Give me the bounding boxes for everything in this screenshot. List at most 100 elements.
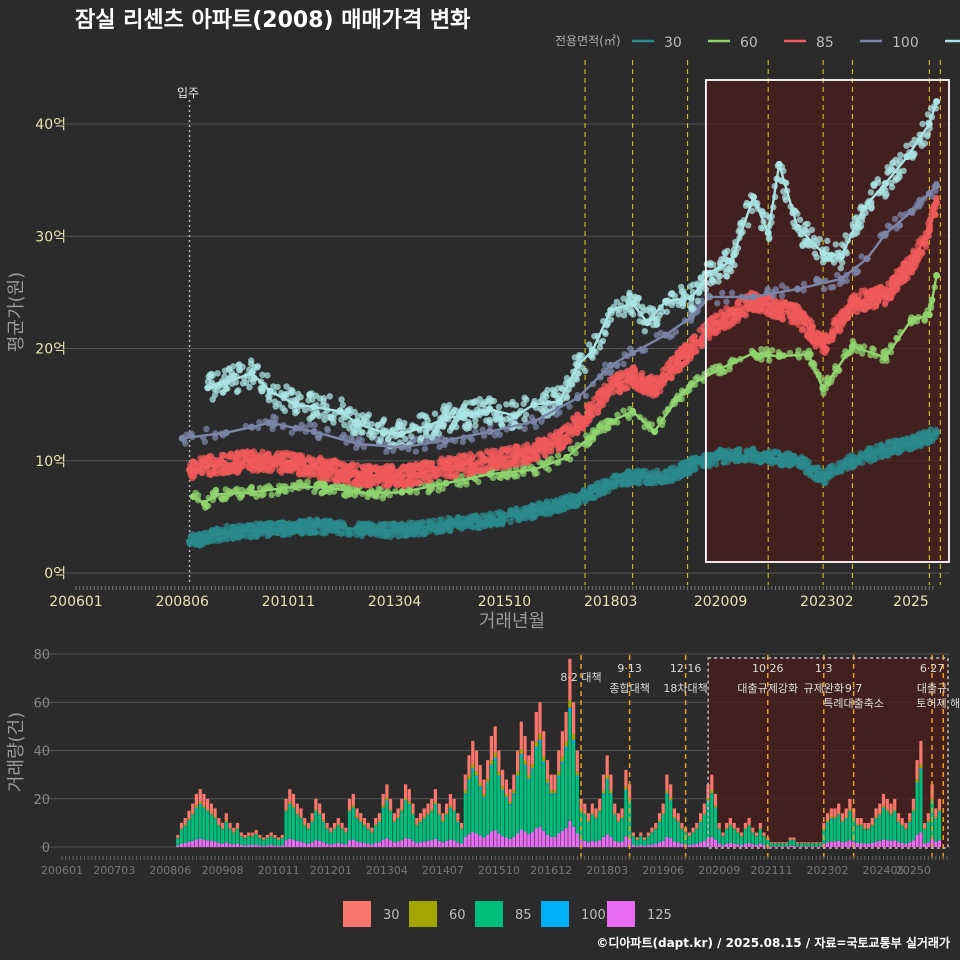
price-point-125 xyxy=(884,169,891,176)
price-point-85 xyxy=(220,451,227,459)
price-y-tick: 40억 xyxy=(35,117,66,133)
price-point-30 xyxy=(643,479,651,486)
price-point-125 xyxy=(832,241,839,248)
price-point-30 xyxy=(683,468,690,476)
price-marker-60 xyxy=(881,354,889,361)
price-point-30 xyxy=(601,488,608,496)
price-marker-100 xyxy=(750,293,757,301)
price-marker-85 xyxy=(442,464,450,471)
price-marker-100 xyxy=(292,424,300,432)
price-point-100 xyxy=(620,360,627,368)
price-marker-125 xyxy=(468,411,475,419)
price-point-85 xyxy=(705,334,713,342)
price-point-60 xyxy=(457,481,464,489)
price-marker-125 xyxy=(859,204,867,212)
price-point-125 xyxy=(484,397,492,404)
price-marker-125 xyxy=(266,387,274,395)
price-point-125 xyxy=(233,388,241,395)
price-point-85 xyxy=(548,448,555,455)
price-marker-85 xyxy=(211,461,219,469)
price-marker-100 xyxy=(933,182,941,190)
price-point-125 xyxy=(757,224,765,231)
price-point-125 xyxy=(345,407,352,414)
price-point-125 xyxy=(677,283,685,291)
price-marker-60 xyxy=(651,428,659,436)
price-point-30 xyxy=(663,468,670,476)
price-point-85 xyxy=(510,460,517,467)
price-marker-125 xyxy=(380,429,388,437)
legend-label-85: 85 xyxy=(816,35,834,51)
price-point-60 xyxy=(258,492,266,499)
price-point-85 xyxy=(418,478,426,485)
price-point-125 xyxy=(918,142,926,149)
price-point-125 xyxy=(551,388,558,395)
price-marker-100 xyxy=(398,443,406,451)
price-point-30 xyxy=(737,455,745,462)
price-point-125 xyxy=(462,399,469,407)
price-point-125 xyxy=(830,259,838,266)
price-marker-100 xyxy=(354,440,362,448)
price-point-85 xyxy=(315,456,323,463)
price-point-85 xyxy=(279,449,286,457)
price-point-30 xyxy=(800,456,807,463)
price-point-125 xyxy=(312,392,320,399)
price-marker-125 xyxy=(881,180,889,187)
price-point-125 xyxy=(824,237,831,245)
price-marker-85 xyxy=(881,291,889,299)
price-marker-30 xyxy=(629,473,637,480)
price-point-30 xyxy=(566,492,574,499)
price-marker-125 xyxy=(643,319,651,327)
price-marker-85 xyxy=(651,384,659,392)
price-marker-125 xyxy=(607,306,615,314)
price-point-85 xyxy=(744,306,752,313)
price-point-125 xyxy=(644,306,651,314)
price-point-85 xyxy=(405,462,413,470)
price-point-85 xyxy=(867,302,874,309)
price-point-125 xyxy=(867,189,875,196)
price-point-125 xyxy=(225,365,233,372)
price-marker-85 xyxy=(848,300,856,308)
price-point-30 xyxy=(402,532,409,539)
price-point-100 xyxy=(884,222,892,229)
price-point-30 xyxy=(340,521,348,529)
price-point-30 xyxy=(667,465,674,472)
price-point-85 xyxy=(374,466,381,474)
price-point-85 xyxy=(489,463,497,470)
price-point-85 xyxy=(660,366,667,374)
price-point-85 xyxy=(327,462,334,469)
price-marker-85 xyxy=(555,437,563,444)
price-point-85 xyxy=(607,376,614,383)
price-point-30 xyxy=(771,449,778,456)
price-point-30 xyxy=(865,445,872,452)
price-point-85 xyxy=(479,452,486,459)
price-point-85 xyxy=(492,447,499,455)
price-marker-125 xyxy=(292,401,300,409)
price-point-85 xyxy=(675,367,682,374)
price-point-30 xyxy=(610,472,618,479)
price-point-85 xyxy=(849,308,857,315)
price-marker-30 xyxy=(933,429,941,437)
price-point-30 xyxy=(817,467,824,475)
price-point-125 xyxy=(512,402,520,409)
price-point-125 xyxy=(599,337,607,345)
price-point-125 xyxy=(408,433,415,440)
price-point-125 xyxy=(690,305,697,312)
price-point-85 xyxy=(591,395,598,403)
price-marker-30 xyxy=(354,525,362,533)
price-marker-60 xyxy=(775,352,783,360)
price-point-30 xyxy=(496,508,503,516)
price-marker-60 xyxy=(292,483,300,491)
price-point-125 xyxy=(495,403,503,411)
price-marker-30 xyxy=(717,452,725,460)
price-marker-85 xyxy=(310,462,318,470)
price-marker-100 xyxy=(662,331,670,339)
price-y-tick: 10억 xyxy=(35,454,66,470)
price-marker-100 xyxy=(607,361,615,369)
price-point-125 xyxy=(694,297,701,304)
price-point-85 xyxy=(349,461,356,468)
price-point-125 xyxy=(796,216,804,223)
price-point-125 xyxy=(259,371,266,378)
price-point-85 xyxy=(764,308,771,315)
price-marker-100 xyxy=(530,418,538,425)
price-point-30 xyxy=(455,514,462,521)
